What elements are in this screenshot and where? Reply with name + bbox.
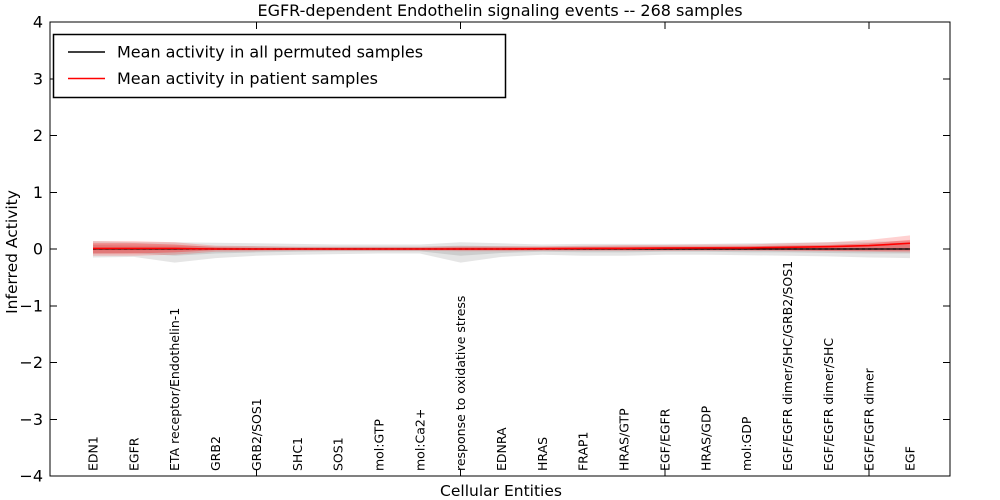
y-tick-label: 4 (33, 13, 43, 32)
y-axis-label: Inferred Activity (3, 190, 21, 314)
x-category-label: EDN1 (86, 436, 101, 471)
x-category-label: EGF/EGFR (657, 408, 672, 471)
legend-entry-label: Mean activity in all permuted samples (117, 43, 423, 62)
x-category-label: SOS1 (331, 437, 346, 471)
x-category-label: EGF/EGFR dimer/SHC/GRB2/SOS1 (780, 261, 795, 471)
y-tick-label: 2 (33, 126, 43, 145)
y-tick-label: −3 (19, 410, 43, 429)
x-category-label: GRB2 (208, 436, 223, 471)
y-tick-label: 0 (33, 240, 43, 259)
y-tick-label: −2 (19, 353, 43, 372)
x-category-label: mol:GDP (739, 416, 754, 471)
band-0 (93, 241, 910, 263)
x-category-label: EGFR (126, 437, 141, 471)
band-2 (93, 235, 910, 256)
x-category-label: EGF/EGFR dimer (862, 367, 877, 471)
legend-box (52, 33, 507, 99)
chart-title: EGFR-dependent Endothelin signaling even… (257, 1, 742, 20)
x-category-label: ETA receptor/Endothelin-1 (167, 308, 182, 471)
x-category-label: EDNRA (494, 427, 509, 471)
x-category-label: HRAS (535, 437, 550, 471)
x-axis-label: Cellular Entities (440, 482, 562, 500)
x-category-label: GRB2/SOS1 (249, 398, 264, 471)
x-category-label: mol:GTP (371, 419, 386, 471)
x-category-label: SHC1 (290, 437, 305, 471)
x-category-label: EGF (903, 446, 918, 471)
y-tick-label: 1 (33, 183, 43, 202)
x-category-label: mol:Ca2+ (412, 409, 427, 471)
x-category-label: FRAP1 (576, 432, 591, 471)
y-tick-label: −1 (19, 296, 43, 315)
y-tick-label: −4 (19, 467, 43, 486)
band-3 (93, 239, 910, 254)
x-category-label: HRAS/GDP (698, 405, 713, 471)
y-tick-label: 3 (33, 69, 43, 88)
x-category-label: EGF/EGFR dimer/SHC (821, 338, 836, 471)
x-category-label: response to oxidative stress (453, 296, 468, 471)
x-category-label: HRAS/GTP (617, 408, 632, 471)
legend-entry-label: Mean activity in patient samples (117, 69, 378, 88)
series-line-2 (93, 242, 911, 250)
